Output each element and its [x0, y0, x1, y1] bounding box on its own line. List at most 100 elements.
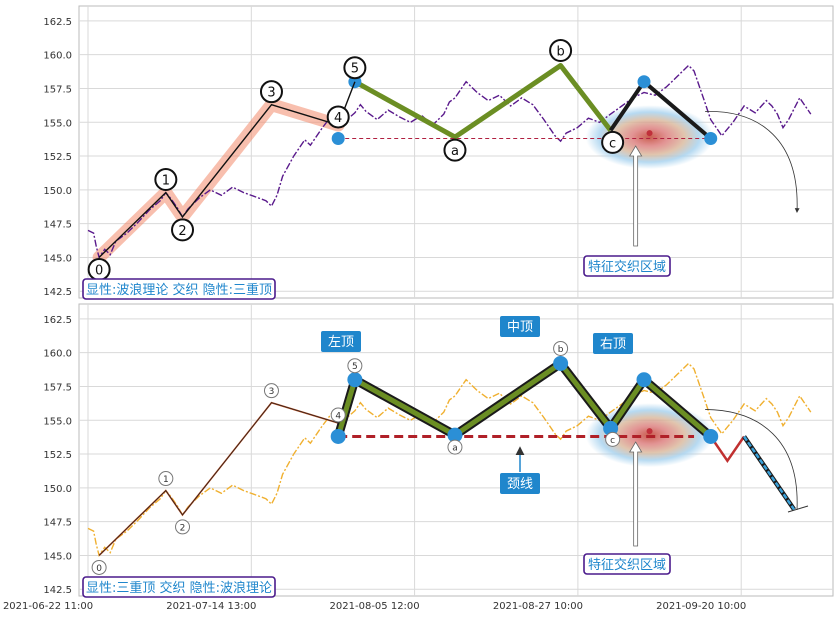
wave-label-circle	[171, 218, 195, 242]
y-tick-label: 145.0	[43, 253, 72, 264]
y-tick-label: 147.5	[43, 220, 72, 231]
x-tick-label: 2021-09-20 10:00	[656, 601, 746, 612]
wave-label-circle	[263, 383, 279, 399]
wave-label-circle	[347, 358, 363, 374]
x-tick-label: 2021-08-27 10:00	[493, 601, 583, 612]
caption-box-bottom	[82, 576, 276, 598]
top-y-axis: 142.5 145.0 147.5 150.0 152.5 155.0 157.5 160.0…	[43, 17, 72, 298]
wave-label: 2	[180, 523, 186, 533]
wave-label: 1	[162, 174, 170, 189]
x-tick-label: 2021-06-22 11:00	[3, 601, 93, 612]
y-tick-label: 157.5	[43, 382, 72, 393]
wave-label: 3	[269, 387, 275, 397]
pattern-marker	[704, 131, 718, 145]
zone-label-top: 特征交织区域	[588, 259, 666, 275]
wave-label: 4	[334, 111, 342, 126]
wave-label: 4	[335, 411, 341, 421]
wave-label-circle	[154, 168, 178, 192]
wave-label: c	[610, 436, 615, 446]
wave-label-circle	[259, 80, 283, 104]
projection-arc-tick	[787, 505, 809, 513]
zone-label-box-top	[583, 255, 671, 277]
feature-zone-center	[646, 428, 653, 435]
wave-label: 0	[96, 564, 102, 574]
wave-label: b	[556, 44, 564, 59]
pattern-line-top	[353, 63, 613, 140]
y-tick-label: 162.5	[43, 315, 72, 326]
neckline-label: 颈线	[507, 477, 533, 492]
y-tick-label: 155.0	[43, 416, 72, 427]
wave-label-circle	[158, 471, 174, 487]
wave-label: 1	[163, 475, 169, 485]
y-tick-label: 147.5	[43, 518, 72, 529]
wave-label: c	[609, 136, 616, 151]
neckline-label-box	[500, 473, 540, 494]
y-tick-label: 152.5	[43, 450, 72, 461]
middle-top-label-box	[500, 316, 540, 337]
projection-red-bottom	[709, 435, 746, 464]
y-tick-label: 145.0	[43, 551, 72, 562]
wave-label-circle	[326, 105, 350, 129]
pattern-marker	[331, 131, 345, 145]
pattern-marker	[703, 428, 719, 444]
pattern-marker	[636, 372, 652, 388]
wave-label-circle	[605, 431, 621, 447]
zone-pointer-arrow-bottom	[628, 441, 643, 547]
pattern-marker	[637, 75, 651, 89]
right-top-label: 右顶	[600, 337, 626, 352]
pattern-marker	[347, 372, 363, 388]
wave-labels-top: 0 1 2 3 4 5 a b c	[87, 38, 625, 281]
y-tick-label: 150.0	[43, 186, 72, 197]
wave-label: 5	[352, 362, 358, 372]
caption-top: 显性:波浪理论 交织 隐性:三重顶	[86, 282, 272, 298]
wave-label: 3	[267, 86, 275, 101]
x-tick-label: 2021-08-05 12:00	[330, 601, 420, 612]
wave-label: 2	[178, 224, 186, 239]
wave-label-circle	[549, 38, 573, 62]
wave-label-circle	[553, 340, 569, 356]
wave-label-circle	[175, 519, 191, 535]
wave-labels-bottom: 0 1 2 3 4 5 a b c	[91, 340, 621, 575]
wave-label-circle	[443, 138, 467, 162]
y-tick-label: 162.5	[43, 17, 72, 28]
wave-label: 5	[351, 62, 359, 77]
y-tick-label: 157.5	[43, 84, 72, 95]
wave-label-circle	[330, 407, 346, 423]
y-tick-label: 155.0	[43, 118, 72, 129]
caption-bottom: 显性:三重顶 交织 隐性:波浪理论	[86, 580, 272, 596]
right-top-label-box	[593, 333, 633, 354]
middle-top-label: 中顶	[507, 320, 533, 335]
y-tick-label: 152.5	[43, 152, 72, 163]
x-axis: 2021-06-22 11:00 2021-07-14 13:00 2021-08-…	[3, 601, 746, 612]
bottom-panel: 142.5 145.0 147.5 150.0 152.5 155.0 157.5 160.0…	[43, 303, 834, 598]
wave-label-circle	[343, 56, 367, 80]
zone-label-box-bottom	[583, 553, 671, 575]
triple-top-pattern-top	[331, 63, 718, 145]
pattern-marker	[330, 428, 346, 444]
top-panel: 142.5 145.0 147.5 150.0 152.5 155.0 157.5 160.0…	[43, 5, 834, 300]
wave-label-circle	[91, 559, 107, 575]
projection-arc-bottom	[705, 409, 798, 511]
wave-label: 0	[95, 263, 103, 278]
zone-label-bottom: 特征交织区域	[588, 557, 666, 573]
wave-label: a	[451, 144, 459, 159]
y-tick-label: 150.0	[43, 484, 72, 495]
left-top-label: 左顶	[328, 335, 354, 350]
x-tick-label: 2021-07-14 13:00	[166, 601, 256, 612]
left-top-label-box	[321, 331, 361, 352]
wave-label-circle	[447, 439, 463, 455]
triple-top-pattern-bottom	[330, 355, 809, 513]
caption-box-top	[82, 278, 276, 300]
y-tick-label: 142.5	[43, 585, 72, 596]
feature-zone-center	[646, 130, 653, 137]
y-tick-label: 160.0	[43, 349, 72, 360]
wave-label: b	[558, 345, 564, 355]
pattern-marker	[447, 427, 463, 443]
y-tick-label: 160.0	[43, 51, 72, 62]
wave-label: a	[452, 444, 458, 454]
projection-blue-bottom	[743, 435, 796, 511]
pattern-marker	[553, 355, 569, 371]
bottom-y-axis: 142.5 145.0 147.5 150.0 152.5 155.0 157.5 160.0…	[43, 315, 72, 596]
